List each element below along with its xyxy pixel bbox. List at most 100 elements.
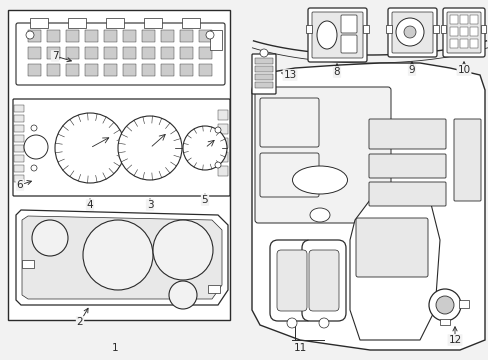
Bar (459, 39, 467, 48)
Bar (469, 15, 477, 24)
Bar (480, 25, 485, 33)
FancyBboxPatch shape (368, 119, 445, 149)
Polygon shape (22, 216, 222, 299)
Bar (459, 15, 467, 24)
FancyBboxPatch shape (254, 87, 390, 223)
Bar (30, 18, 48, 28)
Circle shape (26, 31, 34, 39)
Bar (66, 47, 79, 59)
Circle shape (435, 296, 453, 314)
Polygon shape (251, 63, 484, 350)
Bar (28, 30, 41, 42)
Circle shape (215, 162, 221, 168)
Bar (458, 300, 468, 308)
Bar (85, 64, 98, 76)
Bar (180, 64, 193, 76)
FancyBboxPatch shape (368, 154, 445, 178)
Circle shape (428, 289, 460, 321)
Polygon shape (349, 190, 439, 340)
FancyBboxPatch shape (307, 8, 366, 62)
Bar (254, 58, 272, 64)
Circle shape (31, 165, 37, 171)
Bar (8, 10, 229, 320)
Circle shape (153, 220, 213, 280)
Bar (459, 27, 467, 36)
Bar (143, 18, 162, 28)
Bar (254, 82, 272, 88)
Bar (85, 30, 98, 42)
Bar (254, 74, 272, 80)
Bar (180, 47, 193, 59)
Ellipse shape (309, 208, 329, 222)
Text: 6: 6 (17, 180, 31, 190)
Ellipse shape (316, 21, 336, 49)
Bar (28, 64, 41, 76)
Bar (161, 30, 174, 42)
Bar (14, 115, 24, 122)
Bar (123, 30, 136, 42)
Bar (362, 25, 368, 33)
Bar (180, 30, 193, 42)
Bar (47, 30, 60, 42)
Bar (207, 285, 220, 293)
Bar (22, 260, 34, 268)
Text: 10: 10 (456, 62, 469, 75)
Text: 11: 11 (293, 343, 306, 353)
FancyBboxPatch shape (453, 119, 480, 201)
FancyBboxPatch shape (387, 8, 436, 57)
Bar (199, 30, 212, 42)
Circle shape (395, 18, 423, 46)
Bar (14, 155, 24, 162)
Bar (218, 124, 227, 134)
Bar (218, 166, 227, 176)
Bar (449, 15, 457, 24)
Bar (385, 25, 391, 33)
FancyBboxPatch shape (446, 12, 480, 53)
FancyBboxPatch shape (251, 54, 275, 94)
FancyBboxPatch shape (340, 35, 356, 53)
Bar (104, 30, 117, 42)
FancyBboxPatch shape (340, 15, 356, 33)
Text: 3: 3 (146, 199, 153, 210)
Bar (123, 47, 136, 59)
Bar (439, 319, 449, 325)
Bar (14, 145, 24, 152)
Text: 9: 9 (408, 62, 414, 75)
Bar (432, 25, 438, 33)
Bar (106, 18, 124, 28)
FancyBboxPatch shape (13, 99, 229, 196)
Circle shape (83, 220, 153, 290)
FancyBboxPatch shape (442, 8, 484, 57)
Bar (14, 125, 24, 132)
Bar (218, 110, 227, 120)
Circle shape (183, 126, 226, 170)
Text: 1: 1 (111, 343, 118, 353)
Text: 4: 4 (86, 199, 93, 210)
Circle shape (318, 318, 328, 328)
Circle shape (286, 318, 296, 328)
FancyBboxPatch shape (260, 98, 318, 147)
Bar (104, 47, 117, 59)
Bar (218, 138, 227, 148)
Polygon shape (16, 210, 227, 305)
FancyBboxPatch shape (311, 12, 362, 58)
Text: 5: 5 (201, 194, 208, 205)
Circle shape (24, 135, 48, 159)
Bar (142, 64, 155, 76)
Bar (449, 27, 457, 36)
Bar (104, 64, 117, 76)
Circle shape (169, 281, 197, 309)
FancyBboxPatch shape (260, 153, 318, 197)
Bar (199, 47, 212, 59)
Bar (66, 30, 79, 42)
Bar (14, 135, 24, 142)
Bar (66, 64, 79, 76)
Bar (254, 66, 272, 72)
Bar (199, 64, 212, 76)
Text: 12: 12 (447, 327, 461, 345)
Circle shape (31, 125, 37, 131)
FancyBboxPatch shape (391, 12, 432, 53)
Text: 2: 2 (77, 308, 88, 327)
Bar (469, 27, 477, 36)
FancyBboxPatch shape (355, 218, 427, 277)
